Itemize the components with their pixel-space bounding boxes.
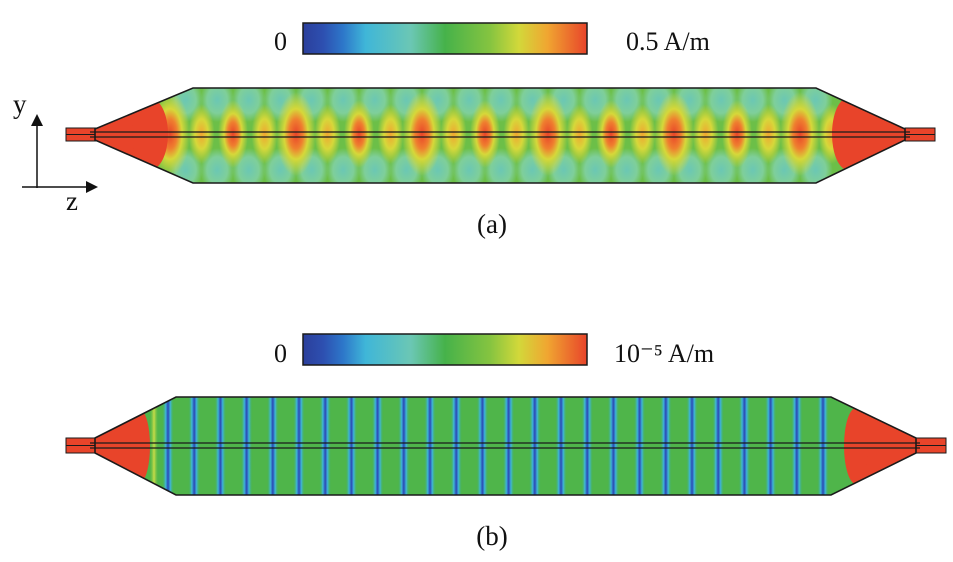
field-peak [218,100,248,168]
taper-left-b [95,412,140,479]
field-peak [503,104,530,164]
field-stripe [817,397,829,495]
colorbar-b: 0 10⁻⁵ A/m [274,333,714,368]
field-peak [470,100,500,168]
field-peak [344,100,374,168]
field-map-b [95,397,916,495]
colorbar-b-max-label: 10⁻⁵ A/m [614,339,714,368]
taper-right-b [860,410,916,481]
field-peak [692,104,719,164]
taper-left-b-hotspot [130,410,150,482]
axes-indicator: y z [13,89,98,216]
field-stripe [712,397,725,495]
field-peak [440,104,467,164]
field-peak [755,104,782,164]
field-map-a [95,88,905,183]
waveguide-stub-right-a [904,127,936,142]
field-peak [377,104,404,164]
field-peak [780,92,820,176]
field-stripe [240,397,253,495]
taper-left-b-fringe [150,400,158,492]
field-peak [402,92,442,176]
field-peak [722,100,752,168]
field-stripe [790,397,803,495]
waveguide-stub-right-b [915,437,947,454]
y-axis-label: y [13,89,27,119]
field-stripe [293,397,305,495]
field-stripe [502,397,515,495]
colorbar-b-gradient [302,333,588,366]
field-peak [188,104,215,164]
field-stripe [266,397,279,495]
field-peak [629,104,656,164]
field-peak [276,92,316,176]
colorbar-a-min-label: 0 [274,27,287,56]
taper-right-a [850,100,905,168]
z-axis-label: z [66,186,78,216]
panel-a: 0 0.5 A/m (a) [65,22,936,239]
field-stripe [424,397,436,495]
field-peak [566,104,593,164]
field-stripe [371,397,384,495]
field-stripe [633,397,646,495]
colorbar-a-max-label: 0.5 A/m [626,27,710,56]
field-stripe [450,397,463,495]
field-stripe [188,397,201,495]
colorbar-a-gradient [302,22,588,55]
taper-left-a-hotspot [132,98,168,170]
field-stripe [345,397,358,495]
field-stripe [659,397,672,495]
structure-outline-a [94,87,906,184]
field-stripe [397,397,410,495]
panel-b-caption: (b) [476,521,507,551]
field-peak [596,100,626,168]
field-peak [528,92,568,176]
field-stripe [162,397,174,495]
panel-b: 0 10⁻⁵ A/m (b) [65,333,947,551]
field-peak [251,104,278,164]
field-stripe [738,397,751,495]
field-stripes-b [162,397,829,495]
field-stripe [581,397,594,495]
structure-outline-b [94,396,917,496]
colorbar-b-min-label: 0 [274,339,287,368]
field-stripe [319,397,332,495]
field-peak [314,104,341,164]
field-stripe [607,397,620,495]
field-peak [654,92,694,176]
colorbar-a: 0 0.5 A/m [274,22,710,56]
waveguide-stub-left-a [65,127,97,142]
field-stripe [214,397,227,495]
field-stripe [555,397,567,495]
taper-right-a-hotspot [832,98,864,170]
waveguide-stub-left-b [65,437,97,454]
field-stripe [686,397,698,495]
panel-a-caption: (a) [477,209,507,239]
field-stripe [764,397,777,495]
field-peaks-a [150,92,845,176]
field-stripe [476,397,489,495]
field-stripe [528,397,541,495]
taper-right-b-hotspot [844,408,868,484]
